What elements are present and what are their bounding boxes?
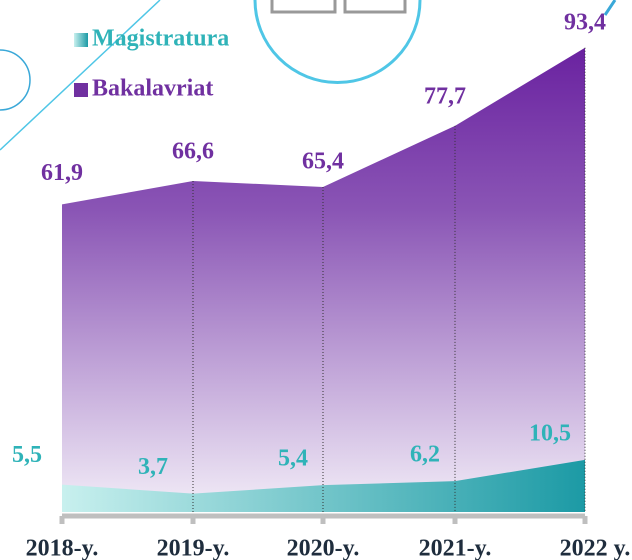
legend-swatch [74,33,88,47]
data-label: 5,5 [12,442,42,468]
x-tick-label: 2021-y. [419,536,492,560]
x-tick-label: 2020-y. [287,536,360,560]
x-tick-label: 2022 y. [560,536,631,560]
data-label: 77,7 [424,83,466,109]
chart: 2018-y. 2019-y. 2020-y. 2021-y. 2022 y. 61,9 6… [0,0,632,560]
legend-label: Bakalavriat [92,76,213,102]
data-label: 93,4 [564,9,606,35]
data-label: 10,5 [529,420,571,446]
x-tick-label: 2019-y. [157,536,230,560]
data-label: 65,4 [302,148,344,174]
data-label: 5,4 [278,446,308,472]
legend-label: Magistratura [92,26,229,52]
data-label: 66,6 [172,138,214,164]
data-label: 3,7 [138,454,168,480]
x-tick-label: 2018-y. [26,536,99,560]
page: 2018-y. 2019-y. 2020-y. 2021-y. 2022 y. 61,9 6… [0,0,632,560]
data-label: 61,9 [41,160,83,186]
legend-swatch [74,83,88,97]
data-label: 6,2 [410,442,440,468]
